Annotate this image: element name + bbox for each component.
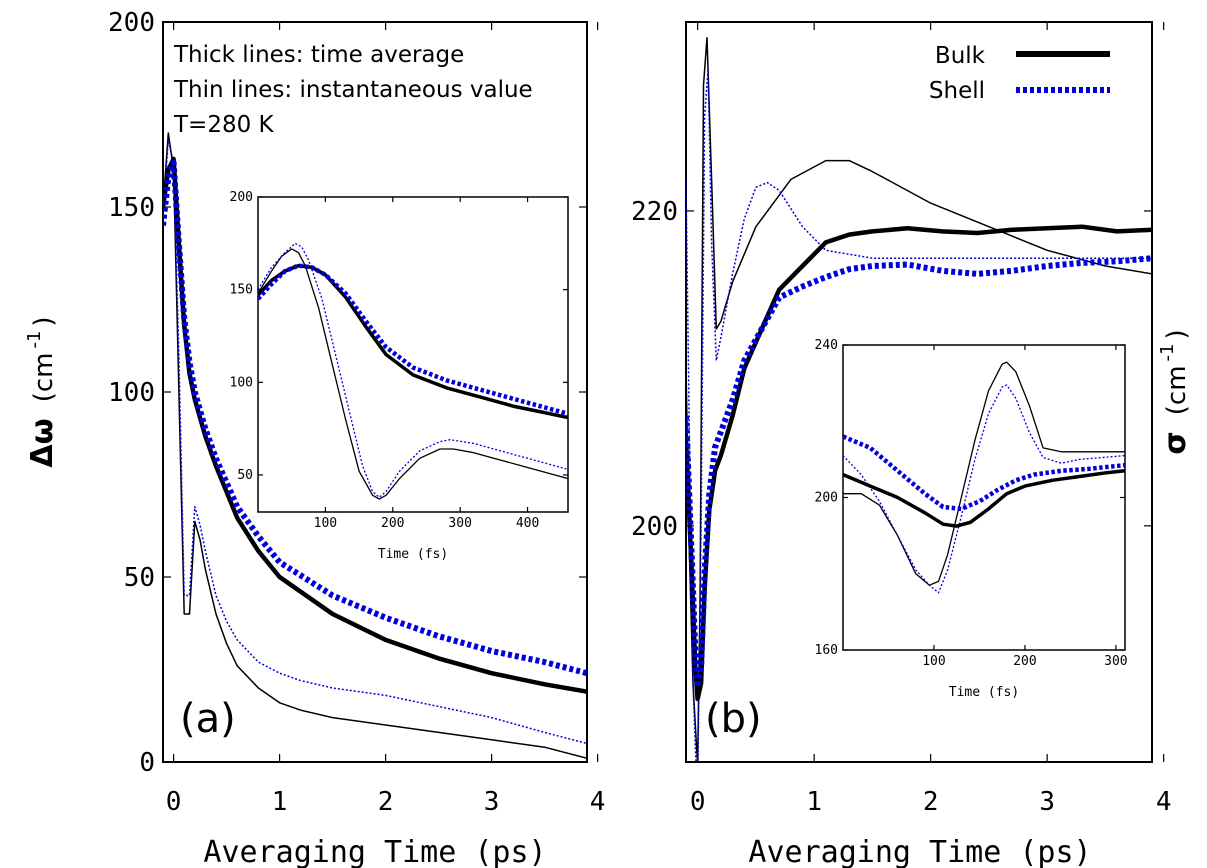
inset-b-ytick-label: 240 [815,338,838,353]
panel-a-ylabel-unit: (cm [29,353,59,403]
inset-b-xtick-label: 100 [922,654,945,669]
inset-a-ytick-label: 50 [237,468,253,483]
panel-a-ytick-label: 50 [124,563,155,593]
inset-b-series-shell-avg [843,434,1125,512]
panel-a-xtick-label: 1 [272,787,288,817]
panel-a-ylabel-close: ) [29,316,59,326]
annotation-thin-lines: Thin lines: instantaneous value [173,77,533,103]
panel-b-axes: 0 1 2 3 4 200 220 [631,22,1171,817]
inset-b-xtick-label: 300 [1104,654,1127,669]
inset-b-xlabel: Time (fs) [949,685,1019,700]
panel-b-xlabel: Averaging Time (ps) [748,835,1091,868]
panel-b-ylabel-symbol: σ [1158,431,1193,454]
panel-b-ytick-label: 220 [631,197,678,227]
inset-a-series-shell-avg [258,263,568,416]
panel-b-legend: Bulk Shell [929,43,1110,104]
panel-b-ylabel-exp: -1 [1157,344,1178,362]
panel-b-series-bulk-avg [686,224,1152,702]
panel-b-series-bulk-inst [686,36,1152,762]
inset-a-axes: 100 200 300 400 50 100 150 200 [230,190,568,531]
panel-a-ytick-label: 150 [108,193,155,223]
inset-a-ytick-label: 150 [230,283,253,298]
inset-a-ytick-label: 200 [230,190,253,205]
inset-a-frame [257,196,569,513]
inset-b-plot [843,361,1125,594]
inset-a-xtick-label: 200 [381,516,404,531]
panel-a-ytick-label: 200 [108,8,155,38]
inset-b-xtick-label: 200 [1013,654,1036,669]
inset-b-ytick-label: 160 [815,643,838,658]
panel-a-label: (a) [180,696,236,742]
panel-b-label: (b) [705,696,762,742]
svg-text:Δω (cm -1: Δω (cm -1 ) [24,316,60,467]
panel-a-ylabel-symbol: Δω [25,418,60,467]
legend-shell-label: Shell [929,78,985,104]
panel-a-xtick-label: 0 [166,787,182,817]
panel-a-series-bulk-avg [163,156,587,694]
inset-b-axes: 100 200 300 160 200 240 [815,338,1128,669]
panel-b-xtick-label: 0 [690,787,706,817]
panel-b-plot [686,36,1152,762]
panel-b-xtick-label: 4 [1156,787,1172,817]
panel-a-xtick-label: 3 [484,787,500,817]
inset-a-xtick-label: 300 [448,516,471,531]
panel-b-xtick-label: 1 [806,787,822,817]
inset-a-xtick-label: 100 [314,516,337,531]
panel-a-xtick-label: 2 [378,787,394,817]
panel-a-series-shell-inst [163,139,587,745]
inset-a-series-bulk-inst [258,248,568,500]
panel-b-xtick-label: 2 [923,787,939,817]
panel-a-xtick-label: 4 [590,787,606,817]
panel-b-ylabel-close: ) [1162,329,1192,339]
panel-a-ytick-label: 100 [108,378,155,408]
panel-a-xlabel: Averaging Time (ps) [203,835,546,868]
annotation-thick-lines: Thick lines: time average [173,42,464,68]
svg-text:σ (cm -1: σ (cm -1 ) [1157,329,1193,454]
panel-b-ytick-label: 200 [631,512,678,542]
annotation-temperature: T=280 K [173,112,275,138]
legend-bulk-label: Bulk [935,43,986,69]
panel-a-ylabel-exp: -1 [24,331,45,349]
panel-a-ylabel: Δω (cm -1 ) [24,316,60,467]
inset-a-plot [258,242,568,500]
inset-b-ytick-label: 200 [815,491,838,506]
inset-b-frame [842,344,1126,651]
panel-a-ytick-label: 0 [139,748,155,778]
panel-a-axes: 0 1 2 3 4 0 50 100 150 200 [108,8,605,817]
inset-a-xtick-label: 400 [516,516,539,531]
panel-b-series-shell-avg [686,255,1152,687]
panel-b-xtick-label: 3 [1039,787,1055,817]
inset-a-ytick-label: 100 [230,375,253,390]
inset-a-xlabel: Time (fs) [378,547,448,562]
panel-a-series-shell-avg [163,159,587,677]
panel-b-ylabel: σ (cm -1 ) [1157,329,1193,454]
panel-a-plot [163,132,587,760]
inset-b-series-bulk-avg [843,469,1125,528]
panel-b-ylabel-unit: (cm [1162,365,1192,415]
